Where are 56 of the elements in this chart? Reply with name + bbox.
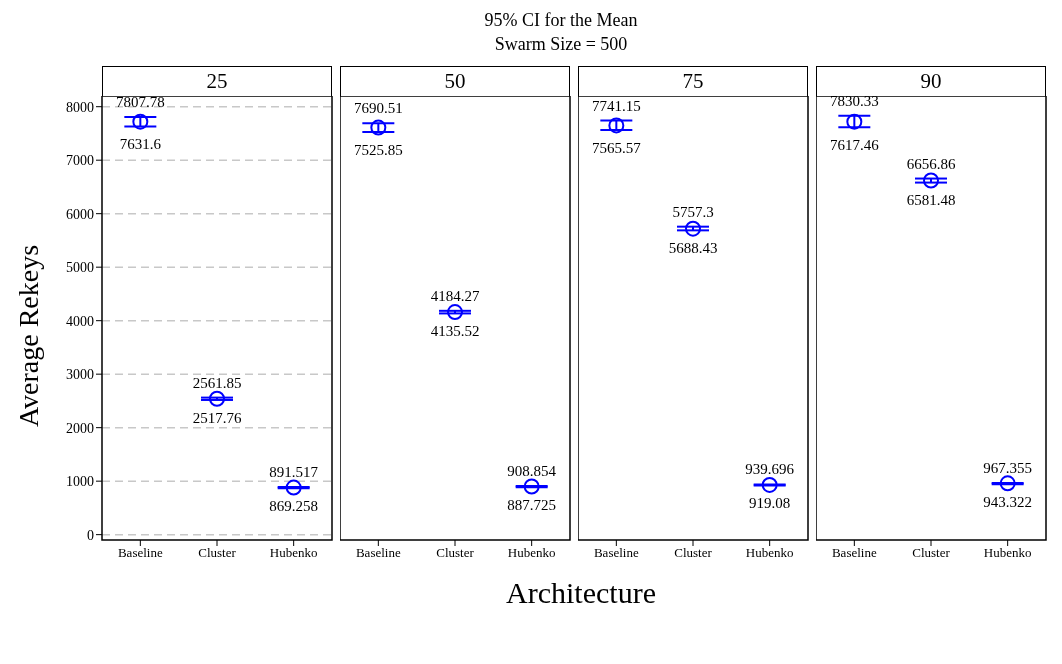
x-tick-label: Cluster <box>198 545 237 561</box>
y-tick-label: 2000 <box>66 420 94 436</box>
annotation: 7741.15 <box>591 97 641 114</box>
annotation: 943.322 <box>983 493 1033 510</box>
x-tick-label: Baseline <box>593 545 639 561</box>
chart-title: 75 <box>578 66 808 96</box>
x-tick-label: Baseline <box>117 545 163 561</box>
annotation: 5757.3 <box>672 203 714 220</box>
annotation: 6656.86 <box>906 155 956 172</box>
annotation: 2517.76 <box>192 409 242 426</box>
chart-title: 25 <box>206 69 228 93</box>
y-tick-label: 5000 <box>66 260 94 276</box>
text: Swarm Size = 500 <box>493 33 629 56</box>
chart-title: 50 <box>340 66 570 96</box>
y-tick-label: 0 <box>87 527 94 543</box>
chart-title: 90 <box>920 69 942 93</box>
x-tick-label: Cluster <box>436 545 475 561</box>
point <box>285 479 302 496</box>
point <box>209 390 225 407</box>
y-tick-label: 1000 <box>66 474 94 490</box>
annotation: 6581.48 <box>906 192 956 209</box>
annotation: 4184.27 <box>430 287 480 304</box>
annotation: 7525.85 <box>353 141 403 158</box>
annotation: 2561.85 <box>192 374 242 391</box>
y-tick-label: 7000 <box>66 153 94 169</box>
x-tick-label: Hubenko <box>745 545 794 561</box>
x-tick-label: Cluster <box>912 545 951 561</box>
x-tick-label: Baseline <box>355 545 401 561</box>
annotation: 7690.51 <box>353 100 403 117</box>
annotation: 4135.52 <box>430 323 480 340</box>
annotation: 7565.57 <box>591 139 642 156</box>
y-tick-label: 3000 <box>66 367 94 383</box>
y-tick-label: 8000 <box>66 99 94 115</box>
x-tick-label: Hubenko <box>269 545 318 561</box>
annotation: 887.725 <box>507 496 557 513</box>
annotation: 869.258 <box>269 497 319 514</box>
y-axis-title: Average Rekeys <box>13 244 45 428</box>
x-tick-label: Hubenko <box>983 545 1032 561</box>
x-tick-label: Cluster <box>674 545 713 561</box>
annotation: 939.696 <box>745 461 795 478</box>
x-tick-label: Baseline <box>831 545 877 561</box>
annotation: 967.355 <box>983 459 1033 476</box>
x-axis-title: Architecture <box>505 576 657 610</box>
annotation: 5688.43 <box>668 240 718 256</box>
annotation: 891.517 <box>269 463 319 480</box>
point <box>132 113 149 130</box>
y-tick-label: 6000 <box>66 206 94 222</box>
text: 95% CI for the Mean <box>483 9 639 32</box>
annotation: 7807.78 <box>115 93 165 110</box>
annotation: 7830.33 <box>829 92 879 109</box>
annotation: 919.08 <box>749 495 791 512</box>
annotation: 908.854 <box>507 463 557 480</box>
annotation: 7617.46 <box>829 136 880 153</box>
x-tick-label: Hubenko <box>507 545 556 561</box>
y-tick-label: 4000 <box>66 313 94 329</box>
annotation: 7631.6 <box>119 136 162 153</box>
